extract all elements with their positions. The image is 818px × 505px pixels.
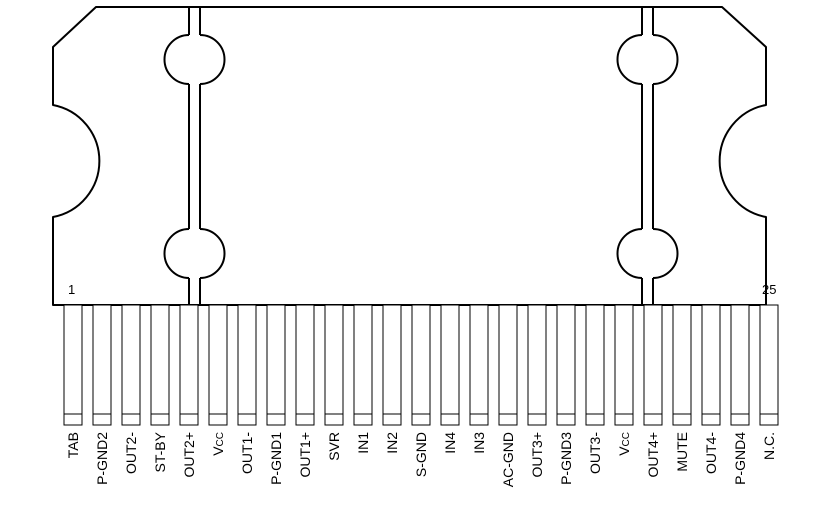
pin-lead [295,304,315,426]
pin-lead [672,304,692,426]
right-heatsink-slot [616,7,679,305]
pin-label: OUT2+ [181,432,197,478]
pin-lead [701,304,721,426]
pin-lead [150,304,170,426]
pin-lead [614,304,634,426]
pin-lead [469,304,489,426]
pin-label: MUTE [674,432,690,472]
pin-lead [382,304,402,426]
pin-lead [121,304,141,426]
pin-label: IN4 [442,432,458,454]
pin-label: OUT3- [587,432,603,474]
left-heatsink-slot [163,7,226,305]
pin-lead [585,304,605,426]
package-body-outline [52,6,767,306]
pin-label: OUT1+ [297,432,313,478]
pin-lead [179,304,199,426]
pin-label: IN1 [355,432,371,454]
pin-label: VCC [210,432,226,456]
pin-lead [411,304,431,426]
pin-label: P-GND1 [268,432,284,485]
pin-label: ST-BY [152,431,168,472]
pin-label: S-GND [413,432,429,477]
pin-lead [208,304,228,426]
pin-label: N.C. [761,432,777,460]
pin-lead [527,304,547,426]
pin-lead [643,304,663,426]
pin-label: P-GND2 [94,432,110,485]
pin-1-marker: 1 [68,282,75,297]
pin-label: OUT2- [123,432,139,474]
pin-label: TAB [65,432,81,458]
pin-label: IN2 [384,432,400,454]
pin-label: SVR [326,432,342,461]
pin-lead [63,304,83,426]
pin-label: IN3 [471,432,487,454]
pin-label: OUT1- [239,432,255,474]
pin-lead [237,304,257,426]
pin-lead [759,304,779,426]
pin-lead [324,304,344,426]
pin-25-marker: 25 [762,282,776,297]
pin-label: OUT3+ [529,432,545,478]
pin-label: P-GND3 [558,432,574,485]
pin-label: OUT4- [703,432,719,474]
pin-leads [63,304,779,426]
pin-label: AC-GND [500,432,516,487]
pin-labels: TAB P-GND2 OUT2- ST-BY OUT2+ VCC OUT1- P-GND1 OU… [65,431,777,487]
pin-lead [266,304,286,426]
pin-label: OUT4+ [645,432,661,478]
pin-lead [440,304,460,426]
pin-label: P-GND4 [732,432,748,485]
pin-lead [498,304,518,426]
pin-lead [92,304,112,426]
pin-lead [730,304,750,426]
pin-lead [353,304,373,426]
pin-lead [556,304,576,426]
pin-label: VCC [616,432,632,456]
